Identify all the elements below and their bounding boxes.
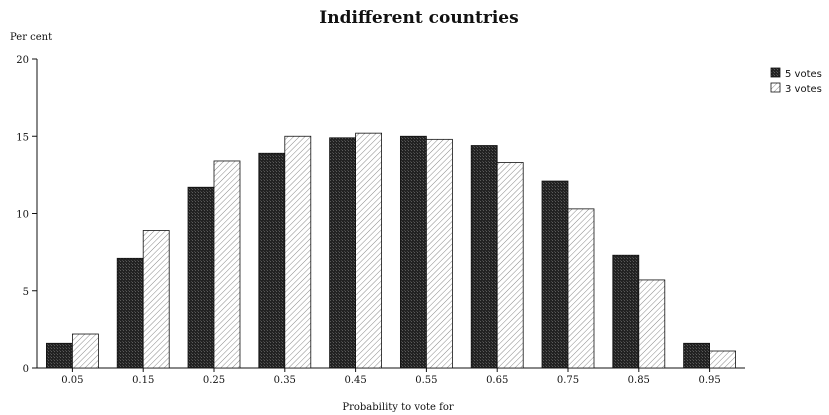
x-tick-label: 0.95 [698, 375, 720, 386]
bar-5-votes-0.15 [116, 257, 144, 369]
bar-3-votes-0.75 [567, 208, 595, 369]
x-tick-label: 0.65 [486, 375, 508, 386]
y-ticks: 0 5 10 15 20 [16, 55, 37, 375]
bar-3-votes-0.45 [355, 132, 383, 369]
x-tick-label: 0.75 [557, 375, 579, 386]
legend-label-3-votes: 3 votes [785, 84, 822, 95]
bar-3-votes-0.95 [709, 350, 736, 369]
legend-label-5-votes: 5 votes [785, 69, 822, 80]
x-tick-label: 0.85 [628, 375, 650, 386]
y-tick-label: 0 [23, 364, 29, 375]
y-tick-label: 10 [16, 210, 29, 221]
x-tick-label: 0.45 [344, 375, 366, 386]
bar-5-votes-0.55 [399, 135, 427, 369]
legend-swatch-5-votes [770, 67, 781, 78]
bar-3-votes-0.55 [425, 138, 453, 369]
legend: 5 votes 3 votes [770, 67, 822, 95]
legend-swatch-3-votes [770, 82, 781, 93]
bar-5-votes-0.75 [541, 180, 569, 369]
bars [46, 132, 736, 369]
bar-5-votes-0.95 [683, 342, 710, 369]
chart-title: Indifferent countries [319, 8, 518, 28]
bar-5-votes-0.85 [612, 254, 640, 369]
bar-5-votes-0.05 [46, 342, 73, 369]
x-tick-label: 0.55 [415, 375, 437, 386]
x-tick-label: 0.15 [132, 375, 154, 386]
x-ticks: 0.05 0.15 0.25 0.35 0.45 0.55 0.65 0.75 0.85 0.95 [61, 368, 721, 386]
bar-5-votes-0.65 [470, 145, 498, 369]
y-tick-label: 15 [16, 132, 29, 143]
bar-3-votes-0.85 [638, 279, 666, 369]
y-tick-label: 20 [16, 55, 29, 66]
x-tick-label: 0.25 [203, 375, 225, 386]
x-axis-label: Probability to vote for [342, 402, 453, 413]
bar-3-votes-0.35 [284, 135, 312, 369]
bar-3-votes-0.15 [142, 230, 170, 369]
bar-5-votes-0.35 [258, 152, 286, 369]
bar-5-votes-0.45 [329, 137, 357, 369]
x-tick-label: 0.35 [274, 375, 296, 386]
y-tick-label: 5 [23, 287, 29, 298]
x-tick-label: 0.05 [61, 375, 83, 386]
bar-5-votes-0.25 [187, 186, 215, 369]
bar-3-votes-0.65 [496, 162, 524, 369]
y-axis-label: Per cent [10, 32, 52, 43]
bar-3-votes-0.05 [72, 333, 99, 369]
bar-3-votes-0.25 [213, 160, 241, 369]
